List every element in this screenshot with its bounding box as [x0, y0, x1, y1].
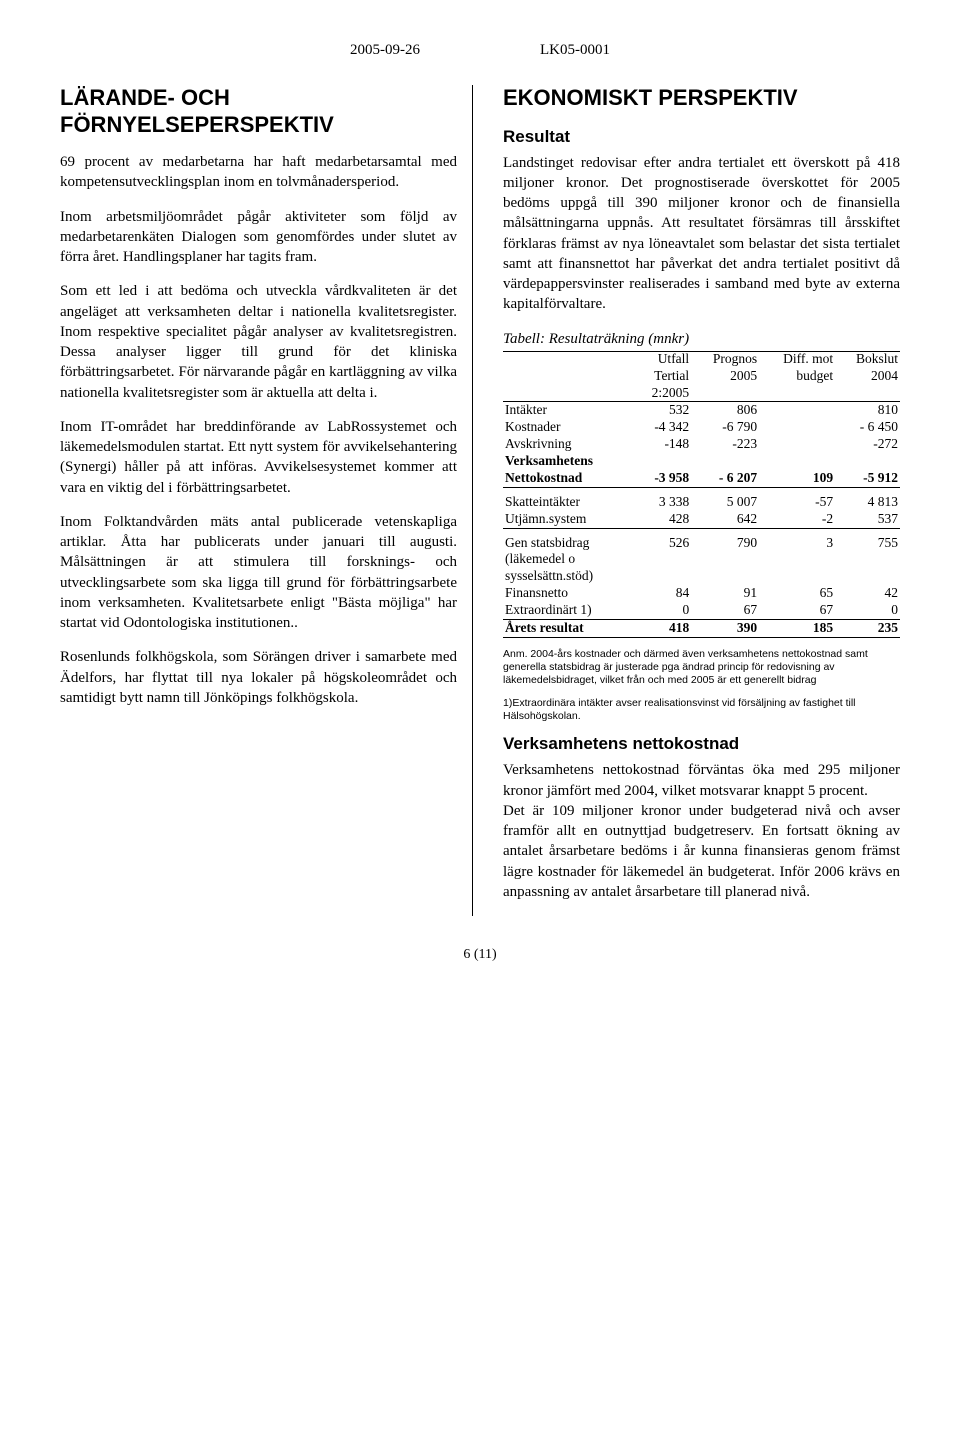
table-head-row3: 2:2005: [503, 385, 900, 402]
resultat-heading: Resultat: [503, 126, 900, 149]
header-date: 2005-09-26: [350, 40, 420, 60]
header-ref: LK05-0001: [540, 40, 610, 60]
page-number: 6 (11): [60, 946, 900, 965]
th-utfall: Utfall: [633, 351, 691, 368]
row-gen-statsbidrag: Gen statsbidrag 526 790 3 755: [503, 535, 900, 552]
resultat-paragraph: Landstinget redovisar efter andra tertia…: [503, 153, 900, 315]
row-avskrivning: Avskrivning -148 -223 -272: [503, 436, 900, 453]
row-nettokostnad: Nettokostnad -3 958 - 6 207 109 -5 912: [503, 470, 900, 487]
row-extraordinart: Extraordinärt 1) 0 67 67 0: [503, 602, 900, 619]
th-bokslut: Bokslut: [835, 351, 900, 368]
two-column-layout: LÄRANDE- OCH FÖRNYELSEPERSPEKTIV 69 proc…: [60, 85, 900, 916]
row-arets-resultat: Årets resultat 418 390 185 235: [503, 619, 900, 637]
th-diff: Diff. mot: [759, 351, 835, 368]
left-p3: Som ett led i att bedöma och utveckla vå…: [60, 281, 457, 403]
left-p5: Inom Folktandvården mäts antal publicera…: [60, 512, 457, 634]
left-p1: 69 procent av medarbetarna har haft meda…: [60, 152, 457, 193]
row-kostnader: Kostnader -4 342 -6 790 - 6 450: [503, 419, 900, 436]
table-title: Tabell: Resultaträkning (mnkr): [503, 329, 900, 352]
row-gen-sub1: (läkemedel o: [503, 551, 900, 568]
row-utjamnsystem: Utjämn.system 428 642 -2 537: [503, 511, 900, 528]
nettokostnad-p1: Verksamhetens nettokostnad förväntas öka…: [503, 760, 900, 801]
resultatrakning-table: Utfall Prognos Diff. mot Bokslut Tertial…: [503, 351, 900, 638]
right-column: EKONOMISKT PERSPEKTIV Resultat Landsting…: [503, 85, 900, 916]
row-intakter: Intäkter 532 806 810: [503, 402, 900, 419]
nettokostnad-p2: Det är 109 miljoner kronor under budgete…: [503, 801, 900, 902]
left-p2: Inom arbetsmiljöområdet pågår aktivitete…: [60, 207, 457, 268]
row-skatteintakter: Skatteintäkter 3 338 5 007 -57 4 813: [503, 494, 900, 511]
page-header: 2005-09-26 LK05-0001: [60, 40, 900, 60]
table-note-1: 1)Extraordinära intäkter avser realisati…: [503, 697, 900, 723]
left-column: LÄRANDE- OCH FÖRNYELSEPERSPEKTIV 69 proc…: [60, 85, 473, 916]
row-verksamhetens-label: Verksamhetens: [503, 453, 900, 470]
left-p4: Inom IT-området har breddinförande av La…: [60, 417, 457, 498]
table-head-row1: Utfall Prognos Diff. mot Bokslut: [503, 351, 900, 368]
right-title: EKONOMISKT PERSPEKTIV: [503, 85, 900, 111]
row-gen-sub2: sysselsättn.stöd): [503, 568, 900, 585]
nettokostnad-heading: Verksamhetens nettokostnad: [503, 733, 900, 756]
th-prognos: Prognos: [691, 351, 759, 368]
left-p6: Rosenlunds folkhögskola, som Sörängen dr…: [60, 647, 457, 708]
table-note-anm: Anm. 2004-års kostnader och därmed även …: [503, 648, 900, 687]
left-title: LÄRANDE- OCH FÖRNYELSEPERSPEKTIV: [60, 85, 457, 138]
table-head-row2: Tertial 2005 budget 2004: [503, 368, 900, 385]
row-finansnetto: Finansnetto 84 91 65 42: [503, 585, 900, 602]
